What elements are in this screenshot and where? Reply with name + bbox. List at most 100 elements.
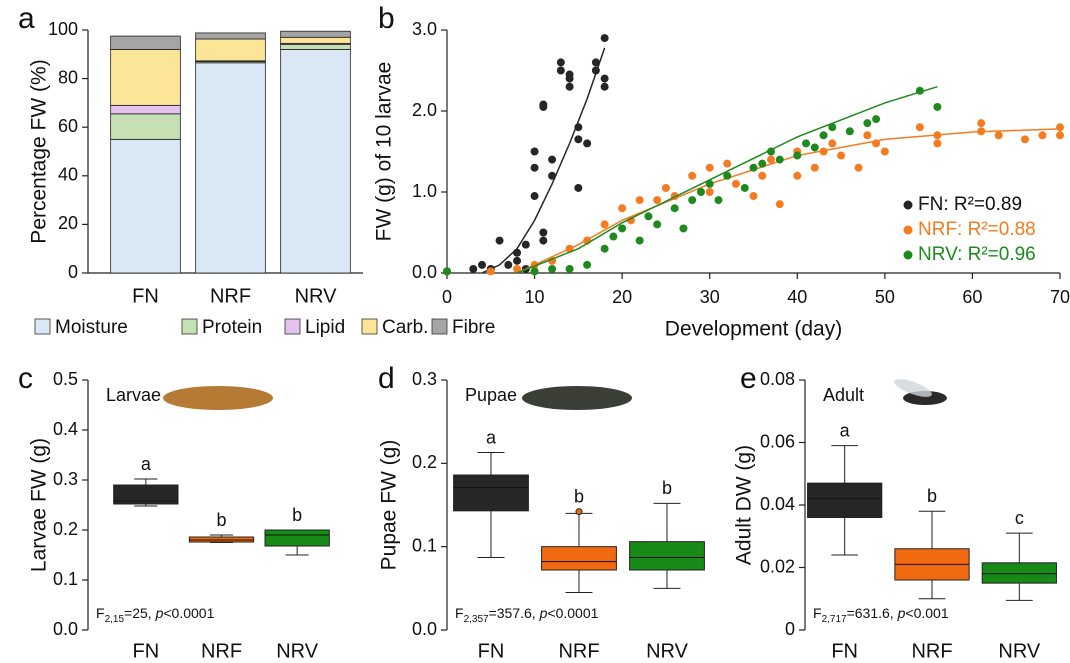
data-point <box>539 236 548 245</box>
data-point <box>618 224 627 233</box>
x-tick-label: FN <box>831 640 858 662</box>
y-axis-label: Pupae FW (g) <box>378 440 401 571</box>
y-axis-label: FW (g) of 10 larvae <box>373 62 396 242</box>
x-tick-label: FN <box>132 285 159 307</box>
statistics-part: 2,357 <box>464 614 489 625</box>
data-point <box>644 212 653 221</box>
legend-swatch <box>284 318 301 335</box>
data-point <box>837 151 846 160</box>
bar-segment <box>195 62 266 274</box>
data-point <box>443 267 451 276</box>
data-point <box>863 131 872 140</box>
fit-curve <box>516 85 938 274</box>
data-point <box>994 131 1003 140</box>
statistics-part: F <box>96 605 105 621</box>
data-point <box>565 82 574 91</box>
x-tick-label: FN <box>478 640 505 662</box>
y-tick-label: 0.0 <box>53 619 78 639</box>
panel-letter: c <box>18 362 33 395</box>
data-point <box>530 267 539 276</box>
group-letter: b <box>927 486 937 506</box>
data-point <box>600 244 609 253</box>
x-axis-label: Development (day) <box>665 318 842 341</box>
box <box>807 482 883 518</box>
panel-letter: b <box>378 2 395 35</box>
y-tick-label: 0.08 <box>760 369 795 389</box>
x-tick-label: NRV <box>295 285 338 307</box>
box <box>264 529 330 547</box>
legend-label: Fibre <box>452 317 495 338</box>
statistics-part: p <box>155 605 164 621</box>
data-point <box>793 171 802 180</box>
statistics: F2,717=631.6, p<0.001 <box>813 605 949 625</box>
data-point <box>513 264 522 273</box>
statistics-part: =25, <box>124 605 156 621</box>
x-tick-label: 40 <box>787 287 807 307</box>
data-point <box>933 102 942 111</box>
statistics-part: p <box>539 605 548 621</box>
panel-letter: d <box>378 362 395 395</box>
y-tick-label: 0.2 <box>53 519 78 539</box>
data-point <box>915 123 924 132</box>
y-tick-label: 0.04 <box>760 494 795 514</box>
data-point <box>679 224 688 233</box>
bar-segment <box>110 104 181 115</box>
y-tick-label: 0 <box>785 619 795 639</box>
data-point <box>653 220 662 229</box>
insect <box>163 386 273 410</box>
data-point <box>591 58 600 67</box>
box <box>629 541 705 571</box>
data-point <box>802 139 811 148</box>
data-point <box>556 58 565 67</box>
statistics-part: =631.6, <box>847 605 898 621</box>
y-tick-label: 0.3 <box>412 369 437 389</box>
y-axis-label: Adult DW (g) <box>733 445 756 565</box>
legend-label: NRV: R²=0.96 <box>918 244 1036 265</box>
y-tick-label: 0.5 <box>53 369 78 389</box>
data-point <box>539 100 548 109</box>
legend-label: Carb. <box>382 317 428 338</box>
data-point <box>478 260 487 269</box>
data-point <box>767 155 776 164</box>
bar-segment <box>195 32 266 40</box>
x-tick-label: 0 <box>442 287 452 307</box>
group-letter: b <box>662 478 672 498</box>
box <box>453 474 529 512</box>
data-point <box>880 147 889 156</box>
statistics-part: <0.0001 <box>547 605 598 621</box>
y-tick-label: 0 <box>68 262 78 282</box>
data-point <box>653 196 662 205</box>
statistics-part: 2,15 <box>105 614 125 625</box>
data-point <box>705 163 714 172</box>
statistics-part: <0.0001 <box>163 605 214 621</box>
panel-letter: a <box>18 2 35 35</box>
legend-label: FN: R²=0.89 <box>918 194 1022 215</box>
statistics-part: F <box>813 605 822 621</box>
y-tick-label: 100 <box>48 19 78 39</box>
bar-segment <box>280 44 351 50</box>
data-point <box>749 163 758 172</box>
data-point <box>670 204 679 213</box>
data-point <box>565 74 574 83</box>
statistics: F2,15=25, p<0.0001 <box>96 605 215 625</box>
group-letter: a <box>840 420 851 440</box>
legend-marker <box>903 200 913 210</box>
box <box>541 546 617 571</box>
y-tick-label: 0.0 <box>412 262 437 282</box>
group-letter: c <box>1015 508 1024 528</box>
data-point <box>758 159 767 168</box>
y-tick-label: 0.0 <box>412 619 437 639</box>
data-point <box>688 171 697 180</box>
box <box>981 562 1057 584</box>
data-point <box>933 139 942 148</box>
flier <box>575 508 583 516</box>
legend-marker <box>903 225 913 235</box>
y-tick-label: 40 <box>58 165 78 185</box>
data-point <box>793 151 802 160</box>
data-point <box>714 196 723 205</box>
statistics-part: p <box>897 605 906 621</box>
panel-letter: e <box>740 362 757 395</box>
data-point <box>556 66 565 75</box>
data-point <box>574 135 583 144</box>
stage-label: Adult <box>823 385 864 405</box>
